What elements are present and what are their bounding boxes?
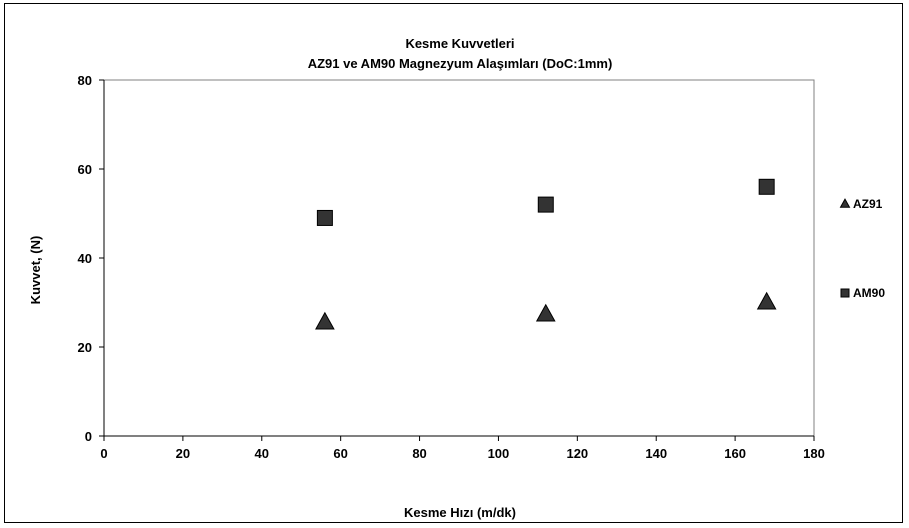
x-tick-label: 60 xyxy=(333,446,347,461)
y-tick-label: 60 xyxy=(78,162,92,177)
x-tick-label: 180 xyxy=(803,446,825,461)
y-axis-label: Kuvvet, (N) xyxy=(28,236,43,305)
y-tick-label: 0 xyxy=(85,429,92,444)
am90-point xyxy=(758,178,775,195)
x-tick-label: 140 xyxy=(645,446,667,461)
x-tick-label: 40 xyxy=(255,446,269,461)
am90-point xyxy=(316,209,333,226)
x-tick-label: 160 xyxy=(724,446,746,461)
az91-point xyxy=(756,291,777,310)
x-tick-label: 120 xyxy=(566,446,588,461)
x-tick-label: 80 xyxy=(412,446,426,461)
y-tick-label: 40 xyxy=(78,251,92,266)
chart-subtitle: AZ91 ve AM90 Magnezyum Alaşımları (DoC:1… xyxy=(308,56,613,71)
legend-label-az91: AZ91 xyxy=(853,197,883,211)
x-tick-label: 0 xyxy=(100,446,107,461)
plot-area-border xyxy=(103,79,815,437)
y-tick-label: 20 xyxy=(78,340,92,355)
az91-point xyxy=(315,311,335,330)
am90-point xyxy=(537,196,554,213)
x-tick-label: 20 xyxy=(176,446,190,461)
legend-marker-az91 xyxy=(839,198,851,208)
az91-point xyxy=(535,303,556,322)
y-tick-label: 80 xyxy=(78,73,92,88)
x-axis-label: Kesme Hızı (m/dk) xyxy=(404,505,516,520)
chart-title: Kesme Kuvvetleri xyxy=(405,36,514,51)
x-tick-label: 100 xyxy=(488,446,510,461)
legend-label-am90: AM90 xyxy=(853,286,885,300)
legend-marker-am90 xyxy=(840,288,850,298)
